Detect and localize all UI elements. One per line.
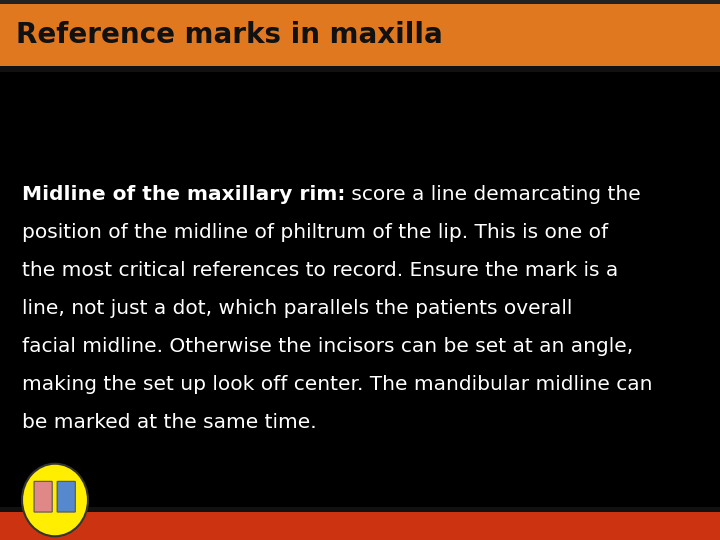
- Text: Reference marks in maxilla: Reference marks in maxilla: [16, 21, 443, 49]
- Text: score a line demarcating the: score a line demarcating the: [346, 185, 641, 204]
- Text: position of the midline of philtrum of the lip. This is one of: position of the midline of philtrum of t…: [22, 223, 608, 242]
- Bar: [0, 512, 720, 540]
- FancyBboxPatch shape: [57, 481, 76, 512]
- Bar: [0, 507, 720, 512]
- Bar: [0, 4, 720, 66]
- Bar: [0, 0, 720, 4]
- Text: be marked at the same time.: be marked at the same time.: [22, 413, 317, 432]
- Text: Midline of the maxillary rim:: Midline of the maxillary rim:: [22, 185, 346, 204]
- Text: line, not just a dot, which parallels the patients overall: line, not just a dot, which parallels th…: [22, 299, 572, 318]
- Text: the most critical references to record. Ensure the mark is a: the most critical references to record. …: [22, 261, 618, 280]
- FancyBboxPatch shape: [34, 481, 53, 512]
- Ellipse shape: [22, 464, 88, 536]
- Bar: [0, 66, 720, 72]
- Text: facial midline. Otherwise the incisors can be set at an angle,: facial midline. Otherwise the incisors c…: [22, 337, 634, 356]
- Text: making the set up look off center. The mandibular midline can: making the set up look off center. The m…: [22, 375, 652, 394]
